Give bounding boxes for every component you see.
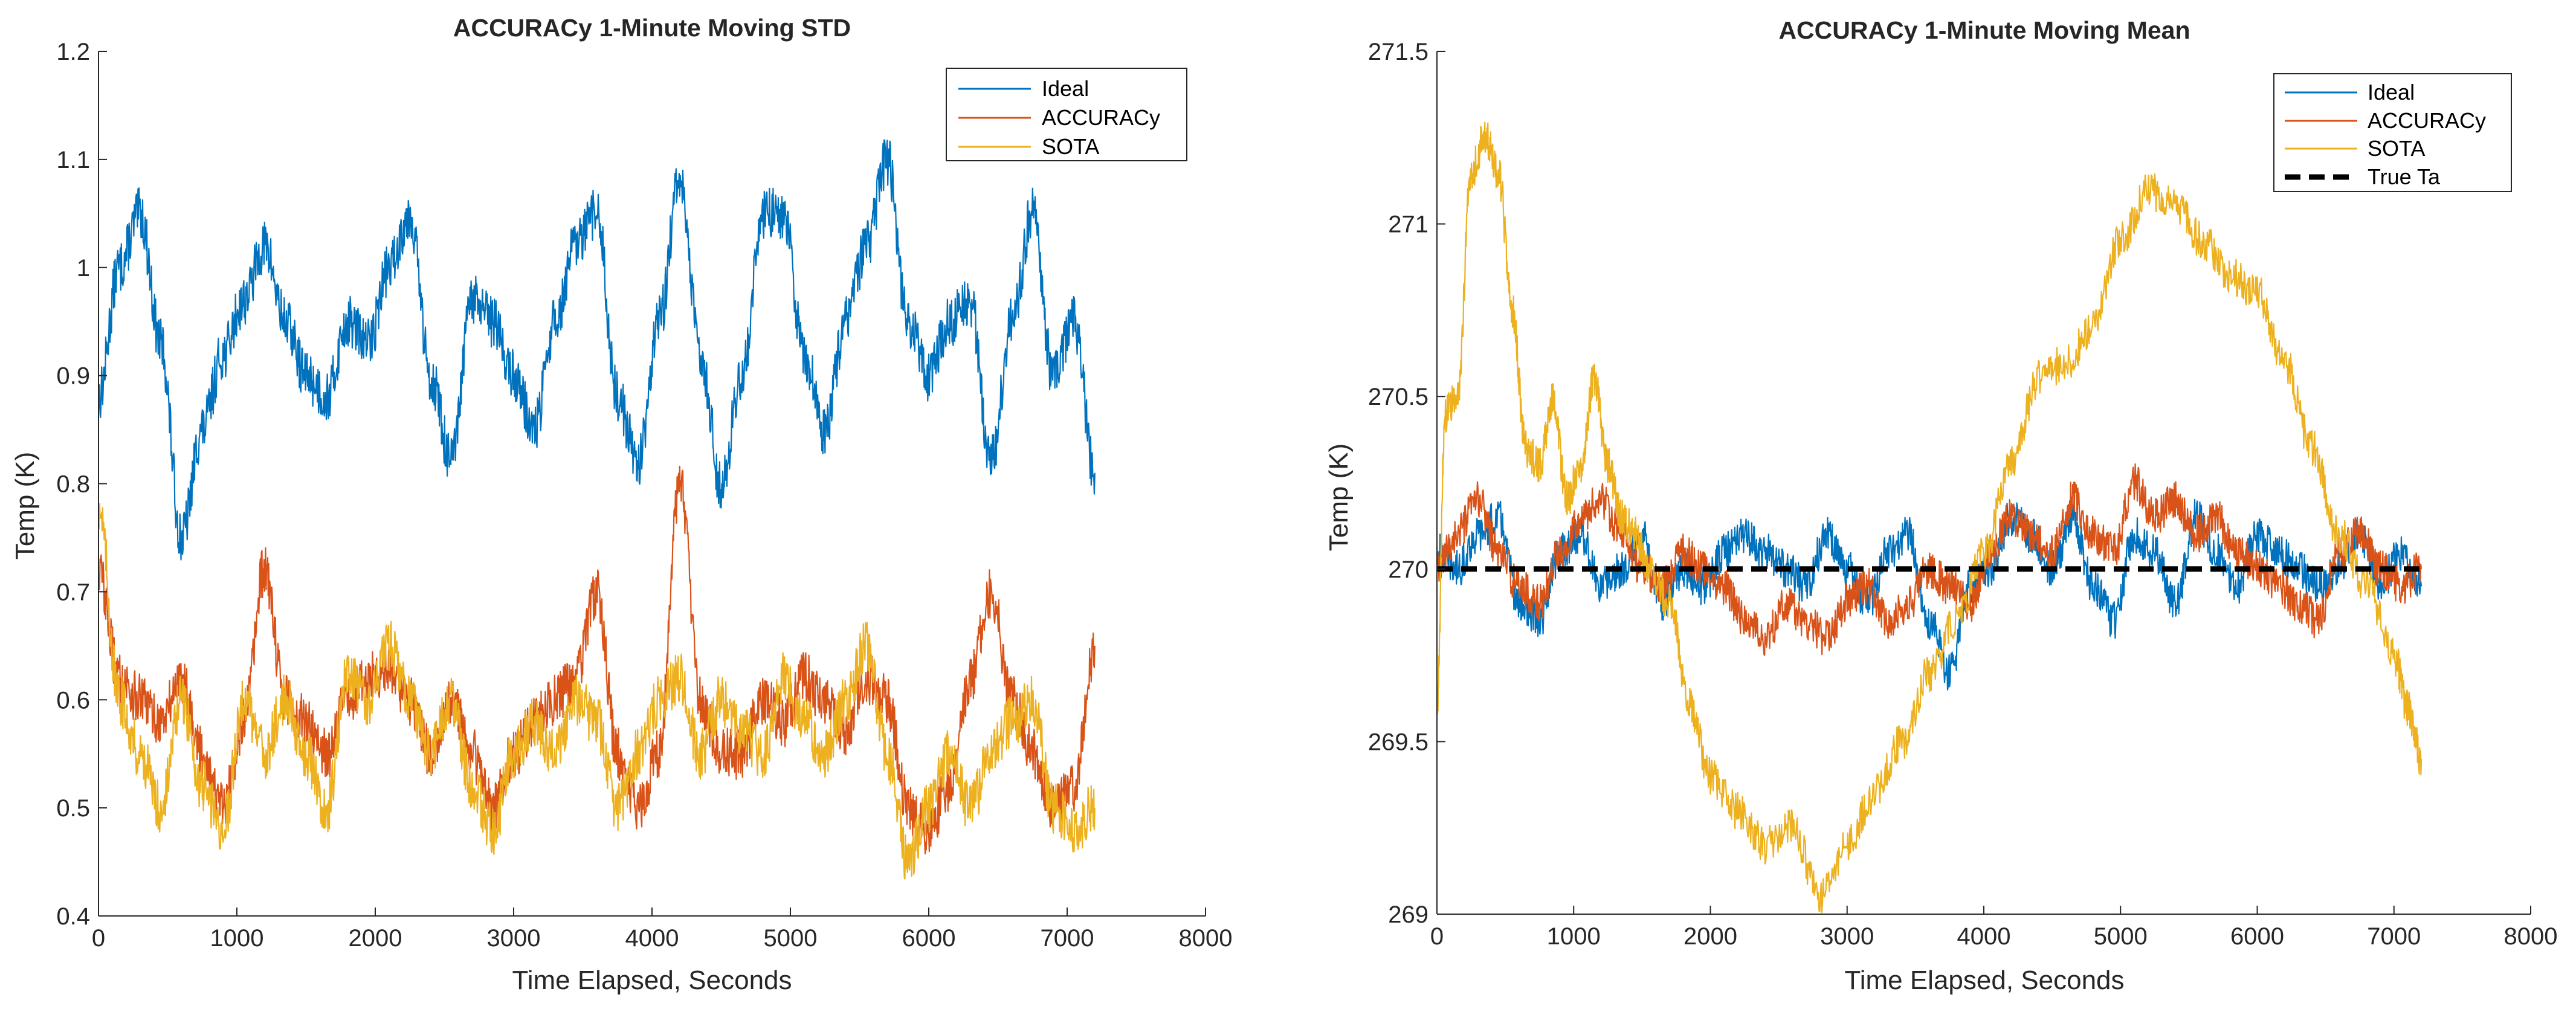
legend-label-sota: SOTA <box>2368 136 2425 161</box>
y-tick-label: 271 <box>1388 211 1428 238</box>
ticks-layer: 0 1000 2000 3000 4000 5000 6000 7000 8000 0.4 0.5 0… <box>56 39 1232 952</box>
x-tick-label: 2000 <box>1683 923 1737 950</box>
legend-label-sota: SOTA <box>1042 134 1099 159</box>
x-tick-label: 5000 <box>764 925 818 952</box>
legend-label-accuracy: ACCURACy <box>2368 108 2486 133</box>
y-axis-label: Temp (K) <box>10 452 40 559</box>
x-tick-label: 6000 <box>902 925 956 952</box>
y-tick-label: 0.7 <box>56 579 90 605</box>
x-tick-label: 4000 <box>1957 923 2011 950</box>
series-sota-line <box>1436 121 2423 914</box>
x-tick-label: 7000 <box>2367 923 2421 950</box>
y-tick-label: 271.5 <box>1368 39 1428 65</box>
legend-label-ideal: Ideal <box>1042 76 1089 101</box>
plot-area: 0 1000 2000 3000 4000 5000 6000 7000 8000 0.4 0.5 0… <box>56 39 1232 952</box>
chart-title: ACCURACy 1-Minute Moving Mean <box>1778 16 2190 44</box>
y-tick-label: 1.1 <box>56 147 90 173</box>
x-axis-label: Time Elapsed, Seconds <box>1844 965 2124 995</box>
x-tick-label: 1000 <box>1547 923 1601 950</box>
y-axis-label: Temp (K) <box>1324 443 1354 551</box>
legend-label-true-ta: True Ta <box>2368 164 2441 189</box>
series-sota-line <box>97 503 1096 880</box>
series-layer <box>1436 121 2423 914</box>
y-tick-label: 270 <box>1388 556 1428 583</box>
legend-label-accuracy: ACCURACy <box>1042 105 1160 130</box>
y-tick-label: 0.9 <box>56 363 90 390</box>
legend: Ideal ACCURACy SOTA <box>946 68 1187 161</box>
y-tick-label: 270.5 <box>1368 384 1428 410</box>
series-accuracy-line <box>97 465 1096 855</box>
ticks-layer: 0 1000 2000 3000 4000 5000 6000 7000 8000 269 269.… <box>1368 39 2558 950</box>
chart-title: ACCURACy 1-Minute Moving STD <box>453 14 851 42</box>
y-tick-label: 0.8 <box>56 471 90 498</box>
y-tick-label: 1.2 <box>56 39 90 65</box>
x-tick-label: 3000 <box>1820 923 1874 950</box>
plot-area: 0 1000 2000 3000 4000 5000 6000 7000 8000 269 269.… <box>1368 39 2558 950</box>
series-ideal-line <box>97 139 1096 561</box>
y-tick-label: 0.5 <box>56 795 90 822</box>
x-tick-label: 7000 <box>1041 925 1094 952</box>
chart-moving-mean: ACCURACy 1-Minute Moving Mean Time Elaps… <box>1324 16 2557 995</box>
legend: Ideal ACCURACy SOTA True Ta <box>2273 73 2512 192</box>
y-tick-label: 269 <box>1388 901 1428 928</box>
series-accuracy-line <box>1436 463 2423 656</box>
series-ideal-line <box>1436 498 2423 691</box>
x-tick-label: 0 <box>92 925 105 952</box>
x-tick-label: 2000 <box>349 925 402 952</box>
legend-box <box>946 68 1187 161</box>
x-tick-label: 6000 <box>2230 923 2284 950</box>
legend-label-ideal: Ideal <box>2368 80 2415 105</box>
x-tick-label: 8000 <box>1179 925 1233 952</box>
x-tick-label: 1000 <box>210 925 264 952</box>
x-tick-label: 3000 <box>487 925 541 952</box>
y-tick-label: 0.6 <box>56 687 90 714</box>
x-tick-label: 0 <box>1430 923 1444 950</box>
series-layer <box>97 139 1096 880</box>
x-tick-label: 5000 <box>2094 923 2148 950</box>
x-tick-label: 4000 <box>625 925 679 952</box>
chart-moving-std: ACCURACy 1-Minute Moving STD Time Elapse… <box>10 14 1232 995</box>
y-tick-label: 269.5 <box>1368 729 1428 755</box>
x-axis-label: Time Elapsed, Seconds <box>512 965 792 995</box>
y-tick-label: 1 <box>77 255 90 282</box>
y-tick-label: 0.4 <box>56 903 90 930</box>
x-tick-label: 8000 <box>2504 923 2558 950</box>
